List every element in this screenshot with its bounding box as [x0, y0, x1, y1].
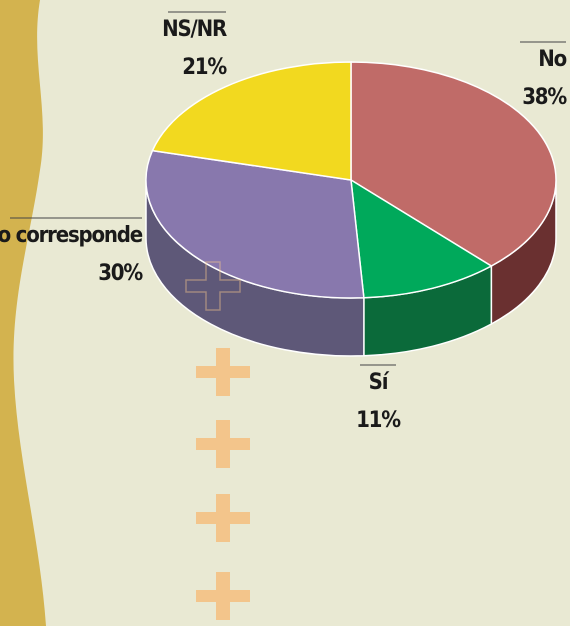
value-label: 30%	[98, 261, 143, 286]
slice	[350, 178, 493, 299]
value-label: 11%	[356, 408, 401, 433]
slice	[350, 61, 557, 267]
plus	[196, 420, 250, 468]
pie	[145, 61, 557, 357]
slice	[151, 61, 352, 181]
plus	[196, 494, 250, 542]
decor-pluses	[196, 348, 250, 620]
labels: No 38% Sí 11% No corresponde 30% NS/NR 21%	[0, 11, 569, 433]
value-label: 21%	[182, 55, 227, 80]
plus	[196, 572, 250, 620]
side-strip	[0, 0, 46, 626]
plus-faint	[185, 261, 241, 311]
plus	[196, 348, 250, 396]
category-label: NS/NR	[162, 17, 227, 42]
slice	[145, 149, 365, 299]
category-label: Sí	[369, 370, 390, 395]
value-label: 38%	[522, 85, 567, 110]
category-label: No corresponde	[0, 223, 143, 248]
category-label: No	[538, 47, 566, 72]
